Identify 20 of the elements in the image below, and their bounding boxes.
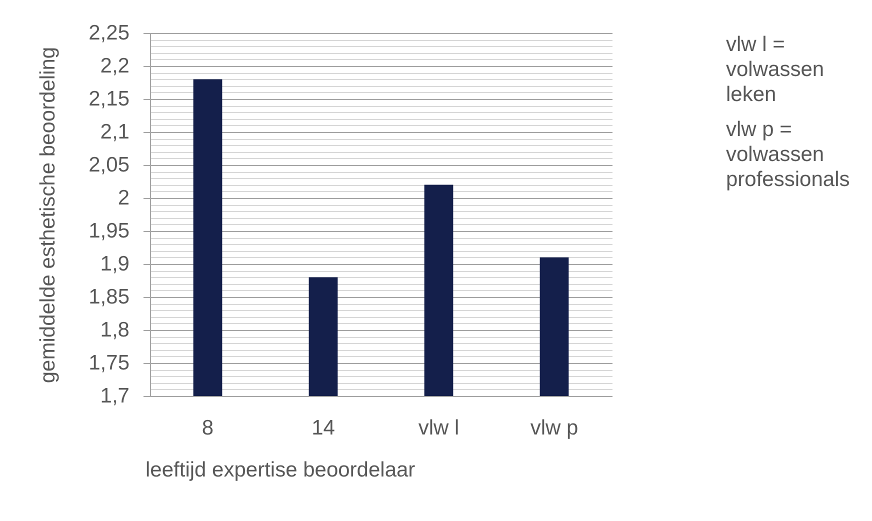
x-tick-label: 8 <box>202 416 214 440</box>
x-tick-label: vlw p <box>530 416 578 440</box>
y-tick-label: 1,95 <box>88 220 130 242</box>
y-tick-label: 1,9 <box>100 252 130 276</box>
y-tick-label: 1,7 <box>100 384 130 408</box>
y-tick-label: 1,75 <box>88 352 130 374</box>
y-tick-label: 2,15 <box>88 88 130 110</box>
y-tick-label: 2,1 <box>100 120 130 144</box>
y-tick-label: 2 <box>118 186 130 210</box>
x-tick-label: 14 <box>312 416 336 440</box>
y-tick-label: 2,25 <box>88 22 130 44</box>
y-tick-label: 2,2 <box>100 54 130 78</box>
text: vlw p = volwassen professionals <box>726 118 850 191</box>
y-axis-title: gemiddelde esthetische beoordeling <box>36 46 60 384</box>
y-tick-label: 1,85 <box>88 286 130 308</box>
x-axis-title: leeftijd expertise beoordelaar <box>146 458 416 482</box>
text: vlw l = volwassen leken <box>726 33 824 106</box>
y-tick-label: 2,05 <box>88 154 130 176</box>
x-tick-label: vlw l <box>418 416 460 440</box>
y-tick-label: 1,8 <box>100 318 130 342</box>
